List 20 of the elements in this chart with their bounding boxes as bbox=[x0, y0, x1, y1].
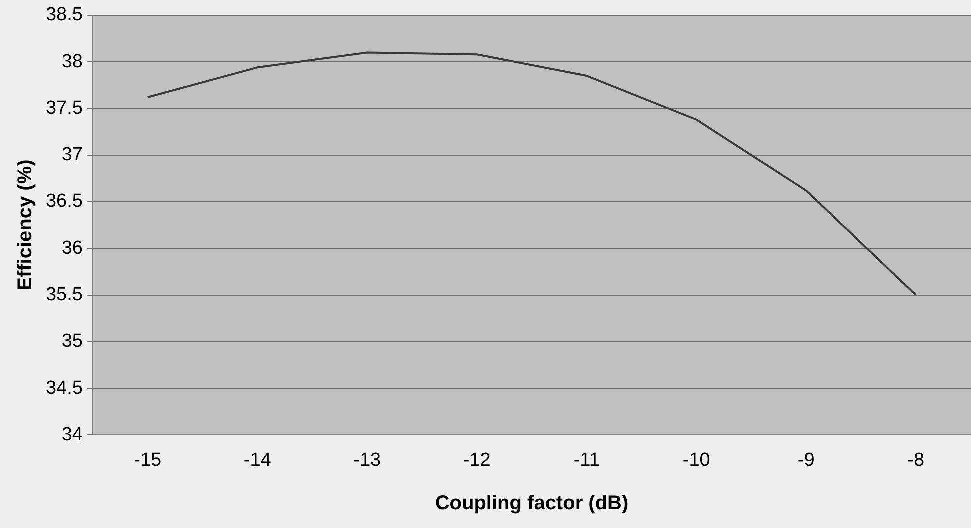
y-tick-label: 38.5 bbox=[46, 4, 83, 26]
x-tick-label: -12 bbox=[463, 450, 491, 471]
y-tick-label: 34.5 bbox=[46, 378, 83, 399]
y-tick-label: 36.5 bbox=[46, 191, 83, 212]
y-axis-title: Efficiency (%) bbox=[14, 160, 37, 291]
y-tick-label: 34 bbox=[62, 424, 84, 446]
y-tick-label: 35.5 bbox=[46, 284, 83, 306]
x-axis-title: Coupling factor (dB) bbox=[435, 492, 629, 515]
y-tick-label: 35 bbox=[62, 331, 83, 352]
x-tick-label: -11 bbox=[574, 450, 600, 471]
x-tick-label: -10 bbox=[682, 450, 710, 471]
y-tick-label: 38 bbox=[62, 51, 83, 72]
x-tick-label: -8 bbox=[908, 450, 925, 471]
y-tick-label: 37 bbox=[62, 144, 83, 166]
x-tick-label: -9 bbox=[798, 450, 815, 471]
y-tick-label: 36 bbox=[62, 238, 83, 259]
x-tick-label: -15 bbox=[134, 450, 162, 471]
x-tick-label: -14 bbox=[244, 450, 272, 471]
x-tick-label: -13 bbox=[354, 450, 382, 471]
y-tick-label: 37.5 bbox=[46, 98, 83, 119]
